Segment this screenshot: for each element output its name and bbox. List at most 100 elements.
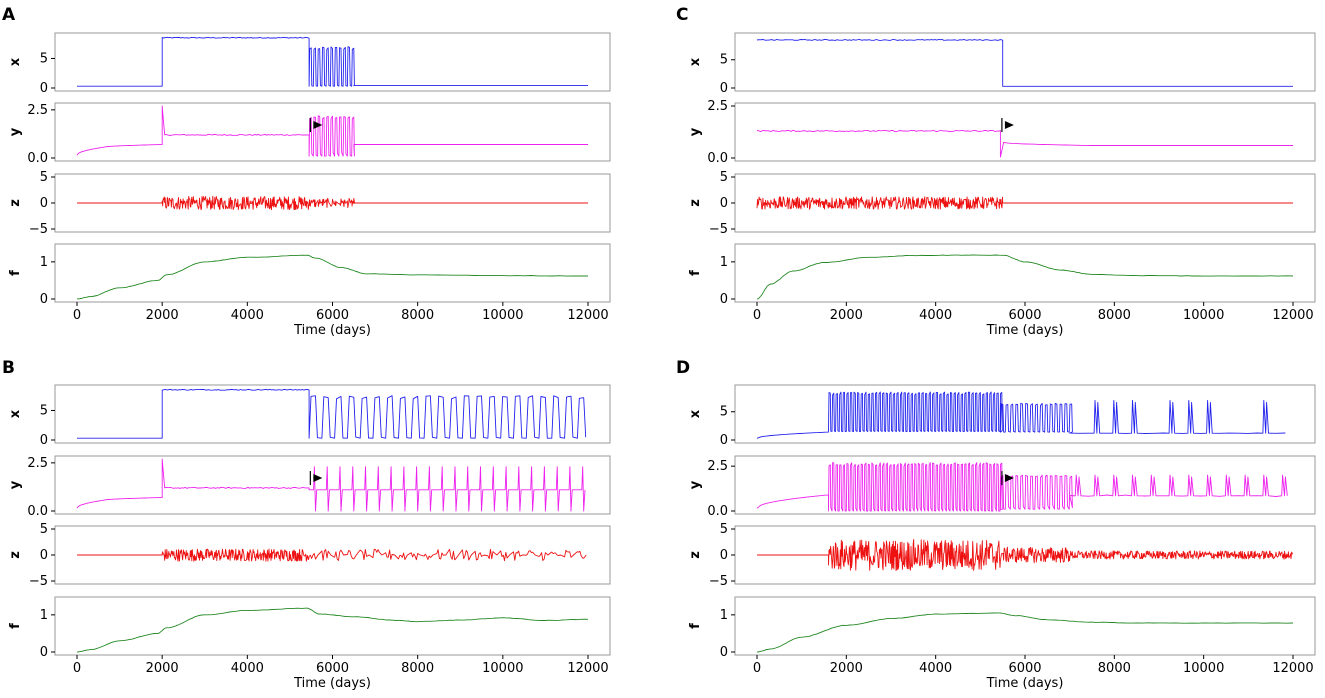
subplot-x: 0 5 x xyxy=(688,384,1316,448)
series-z-line xyxy=(77,195,588,211)
series-f-line xyxy=(756,612,1294,653)
x-tick-label: 12000 xyxy=(1272,661,1313,676)
y-tick-label: 5 xyxy=(40,403,48,418)
y-tick-label: 0 xyxy=(40,81,48,96)
y-axis-label: f xyxy=(688,270,703,276)
y-tick-label: 1 xyxy=(720,608,728,623)
x-tick-label: 10000 xyxy=(1183,661,1224,676)
x-tick-label: 8000 xyxy=(401,661,434,676)
y-tick-label: 0 xyxy=(40,292,48,307)
y-axis-label: y xyxy=(8,127,23,136)
y-tick-label: −5 xyxy=(29,222,48,237)
y-axis-label: x xyxy=(8,57,23,66)
y-tick-label: 0 xyxy=(720,645,728,660)
subplot-f: 0 1 f 0 2000 4000 6000 8000 10000 12000 xyxy=(688,596,1316,676)
y-tick-label: 0 xyxy=(40,196,48,211)
series-x-line xyxy=(77,388,587,439)
subplot-y: 0.0 2.5 y xyxy=(8,455,611,519)
x-tick-label: 4000 xyxy=(231,661,264,676)
y-tick-label: 2.5 xyxy=(27,103,48,118)
panel-letter: B xyxy=(2,358,15,378)
panel-c: C 0 5 x 0.0 2.5 y −5 0 5 z 0 1 f 0 2000 4000 6000 8000 1000… xyxy=(676,5,1316,338)
y-tick-label: 5 xyxy=(720,53,728,68)
y-axis-label: z xyxy=(688,551,703,559)
y-tick-label: 5 xyxy=(40,51,48,66)
y-axis-label: x xyxy=(8,409,23,418)
series-f-line xyxy=(76,607,589,653)
axes-frame xyxy=(734,455,1316,515)
subplot-y: 0.0 2.5 y xyxy=(8,102,611,166)
subplot-x: 0 5 x xyxy=(8,384,611,448)
subplot-f: 0 1 f 0 2000 4000 6000 8000 10000 12000 xyxy=(8,243,611,323)
axes-frame xyxy=(734,596,1316,656)
y-axis-label: z xyxy=(8,551,23,559)
y-axis-label: z xyxy=(8,199,23,207)
y-tick-label: 1 xyxy=(720,255,728,270)
y-tick-label: 2.5 xyxy=(27,456,48,471)
panel-b: B 0 5 x 0.0 2.5 y −5 0 5 z 0 1 f 0 2000 4000 6000 8000 1000… xyxy=(2,358,611,691)
x-axis-label: Time (days) xyxy=(986,676,1064,691)
y-tick-label: 0 xyxy=(40,645,48,660)
y-tick-label: 5 xyxy=(720,170,728,185)
y-axis-label: y xyxy=(8,480,23,489)
x-tick-label: 8000 xyxy=(401,308,434,323)
y-tick-label: 0 xyxy=(720,196,728,211)
x-tick-label: 10000 xyxy=(482,661,523,676)
x-tick-label: 8000 xyxy=(1098,308,1131,323)
panel-d: D 0 5 x 0.0 2.5 y −5 0 5 z 0 1 f 0 2000 4000 6000 8000 1000… xyxy=(676,358,1316,691)
axes-frame xyxy=(734,102,1316,162)
axes-frame xyxy=(734,32,1316,92)
x-tick-label: 0 xyxy=(73,661,81,676)
y-tick-label: 0.0 xyxy=(707,504,728,519)
x-tick-label: 6000 xyxy=(1008,661,1041,676)
y-axis-label: y xyxy=(688,480,703,489)
x-tick-label: 6000 xyxy=(316,308,349,323)
subplot-z: −5 0 5 z xyxy=(688,522,1316,589)
x-tick-label: 10000 xyxy=(1183,308,1224,323)
y-axis-label: z xyxy=(688,199,703,207)
panel-letter: A xyxy=(2,5,16,25)
subplot-z: −5 0 5 z xyxy=(8,170,611,237)
series-x-line xyxy=(77,36,588,87)
arrow-marker-icon xyxy=(1004,474,1014,483)
subplot-z: −5 0 5 z xyxy=(8,522,611,589)
y-axis-label: y xyxy=(688,127,703,136)
y-axis-label: f xyxy=(688,623,703,629)
y-tick-label: 0 xyxy=(720,81,728,96)
y-tick-label: 0 xyxy=(720,548,728,563)
series-x-line xyxy=(756,391,1286,439)
x-tick-label: 4000 xyxy=(919,661,952,676)
y-tick-label: 0 xyxy=(720,292,728,307)
x-tick-label: 6000 xyxy=(316,661,349,676)
y-tick-label: 0.0 xyxy=(27,151,48,166)
series-f-line xyxy=(77,254,589,300)
axes-frame xyxy=(54,596,611,656)
x-tick-label: 12000 xyxy=(1272,308,1313,323)
y-tick-label: 2.5 xyxy=(707,99,728,114)
y-tick-label: 0 xyxy=(40,548,48,563)
x-axis-label: Time (days) xyxy=(986,323,1064,338)
subplot-x: 0 5 x xyxy=(688,32,1316,96)
x-tick-label: 12000 xyxy=(567,661,608,676)
axes-frame xyxy=(734,384,1316,444)
y-tick-label: 0 xyxy=(40,433,48,448)
series-x-line xyxy=(756,39,1293,87)
series-y-line xyxy=(756,129,1293,158)
x-tick-label: 12000 xyxy=(567,308,608,323)
subplot-y: 0.0 2.5 y xyxy=(688,455,1316,519)
series-y-line xyxy=(756,462,1288,512)
axes-frame xyxy=(54,455,611,515)
y-tick-label: 5 xyxy=(720,405,728,420)
y-tick-label: 0.0 xyxy=(707,151,728,166)
y-tick-label: −5 xyxy=(709,222,728,237)
x-tick-label: 4000 xyxy=(231,308,264,323)
y-tick-label: 0.0 xyxy=(27,504,48,519)
series-y-line xyxy=(76,105,588,157)
axes-frame xyxy=(734,243,1316,303)
series-z-line xyxy=(756,196,1293,210)
x-tick-label: 2000 xyxy=(146,661,179,676)
axes-frame xyxy=(54,384,611,444)
x-tick-label: 0 xyxy=(73,308,81,323)
series-f-line xyxy=(756,254,1294,300)
